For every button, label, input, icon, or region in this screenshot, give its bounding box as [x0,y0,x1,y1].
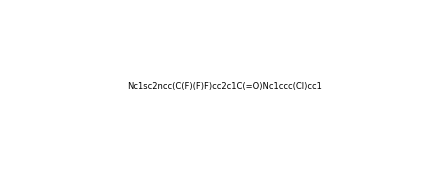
Text: Nc1sc2ncc(C(F)(F)F)cc2c1C(=O)Nc1ccc(Cl)cc1: Nc1sc2ncc(C(F)(F)F)cc2c1C(=O)Nc1ccc(Cl)c… [127,82,322,91]
